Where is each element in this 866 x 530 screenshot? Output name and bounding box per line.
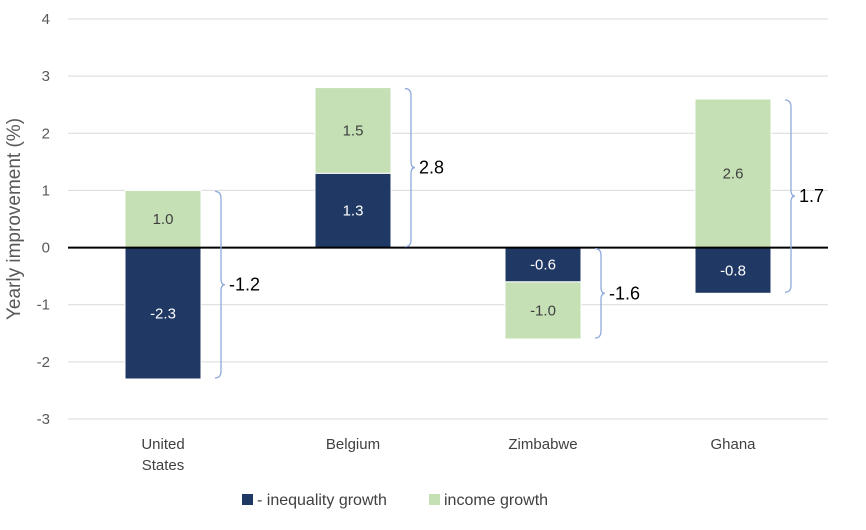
legend-label: income growth: [444, 492, 548, 509]
legend-swatch: [242, 494, 253, 505]
total-annotations: -1.2 2.8 -1.6 1.7: [214, 87, 824, 379]
total-bracket: [594, 247, 606, 339]
y-tick-label: -3: [37, 411, 50, 428]
bar-income: [694, 98, 772, 249]
legend-swatch: [429, 494, 440, 505]
data-labels: -2.3 1.0 1.3 1.5 -0.6 -1.0 -0.8 2.6: [150, 122, 746, 322]
y-tick-label: 3: [42, 68, 50, 85]
data-label: 2.6: [723, 165, 744, 182]
bars: [124, 87, 772, 380]
y-axis-ticks: 4 3 2 1 0 -1 -2 -3: [37, 11, 50, 428]
data-label: -0.8: [720, 262, 746, 279]
total-label: -1.6: [609, 283, 640, 303]
bar-inequality: [694, 247, 772, 294]
total-label: 2.8: [419, 158, 444, 178]
y-tick-label: 2: [42, 125, 50, 142]
category-label: United: [141, 436, 184, 453]
data-label: 1.0: [153, 211, 174, 228]
data-label: -1.0: [530, 302, 556, 319]
total-label: 1.7: [799, 186, 824, 206]
total-bracket: [214, 190, 226, 379]
data-label: -0.6: [530, 257, 556, 274]
data-label: -2.3: [150, 305, 176, 322]
category-label: Ghana: [710, 436, 756, 453]
total-bracket: [784, 99, 796, 293]
y-tick-label: 4: [42, 11, 50, 28]
bar-income: [504, 281, 582, 340]
data-label: 1.5: [343, 122, 364, 139]
category-label: Zimbabwe: [508, 436, 577, 453]
bar-inequality: [314, 172, 392, 249]
bar-inequality: [124, 247, 202, 380]
legend: - inequality growth income growth: [242, 492, 548, 509]
bar-income: [314, 87, 392, 174]
y-axis-title: Yearly improvement (%): [4, 118, 25, 320]
y-tick-label: -1: [37, 297, 50, 314]
category-label: States: [142, 457, 185, 474]
y-tick-label: 0: [42, 240, 50, 257]
data-label: 1.3: [343, 202, 364, 219]
bar-inequality: [504, 247, 582, 283]
total-bracket: [404, 87, 416, 248]
bar-income: [124, 189, 202, 249]
total-label: -1.2: [229, 275, 260, 295]
category-labels: United States Belgium Zimbabwe Ghana: [141, 436, 756, 474]
category-label: Belgium: [326, 436, 380, 453]
legend-label: - inequality growth: [257, 492, 387, 509]
y-tick-label: -2: [37, 354, 50, 371]
y-tick-label: 1: [42, 182, 50, 199]
